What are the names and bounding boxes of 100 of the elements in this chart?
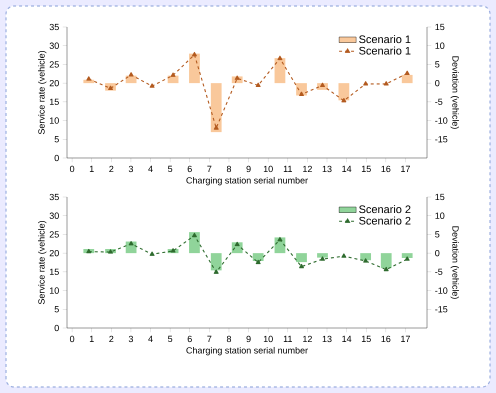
point	[363, 258, 368, 263]
x-tick-label: 1	[90, 336, 94, 342]
y-tick-label: 20	[50, 80, 59, 86]
y2-tick-label: 15	[435, 194, 444, 200]
point	[384, 266, 389, 272]
point	[363, 81, 368, 86]
y2-tick-label: 0	[435, 250, 440, 256]
point	[299, 264, 304, 268]
y-tick-label: 15	[50, 268, 59, 275]
x-tick-label: 11	[284, 166, 292, 172]
bar	[317, 253, 328, 258]
x-tick-label: 14	[342, 336, 352, 342]
x-tick-label: 6	[188, 336, 192, 342]
y-tick-label: 5	[54, 306, 59, 312]
point	[192, 232, 197, 238]
x-tick-label: 15	[362, 336, 371, 342]
x-tick-label: 11	[284, 336, 292, 342]
y2-tick-label: -10	[435, 287, 448, 294]
x-tick-label: 0	[70, 336, 74, 342]
y-tick-label: 35	[50, 24, 59, 30]
y-tick-label: 25	[50, 231, 59, 238]
x-tick-label: 8	[226, 166, 232, 172]
legend-label: Scenario 2	[359, 216, 410, 225]
point	[150, 252, 155, 256]
point	[277, 56, 282, 60]
bar	[210, 253, 222, 270]
bar	[338, 83, 350, 100]
bar	[380, 253, 392, 268]
point	[150, 83, 155, 88]
y2-tick-label: -15	[435, 136, 448, 142]
y-tick-label: 10	[50, 287, 59, 294]
point	[128, 72, 134, 77]
y2-tick-label: 10	[435, 42, 444, 49]
x-tick-label: 10	[264, 166, 273, 172]
point	[320, 256, 325, 261]
bar	[210, 83, 222, 132]
x-axis-title: Charging station serial number	[186, 346, 308, 356]
x-tick-label: 3	[128, 336, 134, 342]
bar	[252, 253, 264, 261]
y2-tick-label: -10	[435, 117, 448, 124]
y2-tick-label: -5	[435, 98, 442, 105]
y2-tick-label: 0	[435, 80, 440, 86]
y-tick-label: 20	[50, 250, 59, 256]
bar	[296, 253, 307, 262]
x-tick-label: 7	[207, 336, 212, 342]
y-tick-label: 0	[54, 154, 59, 162]
x-tick-label: 12	[303, 336, 312, 342]
bar	[402, 74, 413, 84]
point	[256, 260, 261, 264]
x-tick-label: 6	[188, 166, 192, 172]
x-axis-title: Charging station serial number	[186, 176, 308, 186]
point	[404, 70, 410, 76]
x-tick-label: 4	[148, 336, 153, 342]
point	[214, 125, 219, 130]
x-tick-label: 17	[401, 336, 410, 342]
bar	[189, 232, 200, 254]
point	[86, 76, 92, 81]
x-tick-label: 3	[128, 166, 134, 172]
x-tick-label: 5	[168, 166, 172, 172]
point	[341, 98, 346, 102]
point	[299, 92, 304, 96]
x-tick-label: 5	[168, 336, 172, 342]
bar	[274, 58, 286, 84]
point	[170, 248, 176, 253]
x-tick-label: 2	[109, 336, 114, 342]
y-tick-label: 25	[50, 61, 59, 68]
x-tick-label: 17	[401, 166, 410, 172]
y2-axis-title: Deviation (vehicle)	[450, 226, 459, 299]
x-tick-label: 15	[362, 166, 371, 172]
y-tick-label: 30	[50, 42, 59, 49]
point	[86, 248, 92, 254]
point	[384, 81, 389, 86]
x-tick-label: 7	[207, 166, 212, 172]
y-tick-label: 5	[54, 136, 59, 142]
legend-label: Scenario 1	[359, 35, 410, 44]
legend-label: Scenario 2	[359, 205, 410, 214]
point	[341, 253, 346, 258]
point	[256, 82, 261, 88]
y-tick-label: 0	[54, 324, 59, 332]
point	[404, 256, 410, 261]
point	[170, 72, 176, 77]
point	[277, 236, 282, 242]
x-tick-label: 4	[148, 166, 153, 172]
bar	[360, 253, 372, 260]
y-tick-label: 15	[50, 98, 59, 105]
point	[128, 241, 134, 246]
x-tick-label: 14	[342, 166, 352, 172]
x-tick-label: 16	[382, 166, 390, 172]
x-tick-label: 16	[382, 336, 390, 342]
y2-tick-label: 5	[435, 231, 440, 238]
x-tick-label: 13	[322, 166, 332, 172]
point	[214, 269, 219, 274]
y-axis-title: Service rate (vehicle)	[38, 220, 46, 304]
y2-tick-label: -5	[435, 268, 442, 275]
x-tick-label: 13	[322, 336, 332, 342]
x-tick-label: 1	[90, 166, 94, 172]
y2-tick-label: 5	[435, 61, 440, 68]
x-tick-label: 2	[109, 166, 114, 172]
y2-tick-label: -15	[435, 306, 448, 312]
legend-label: Scenario 1	[359, 46, 410, 55]
